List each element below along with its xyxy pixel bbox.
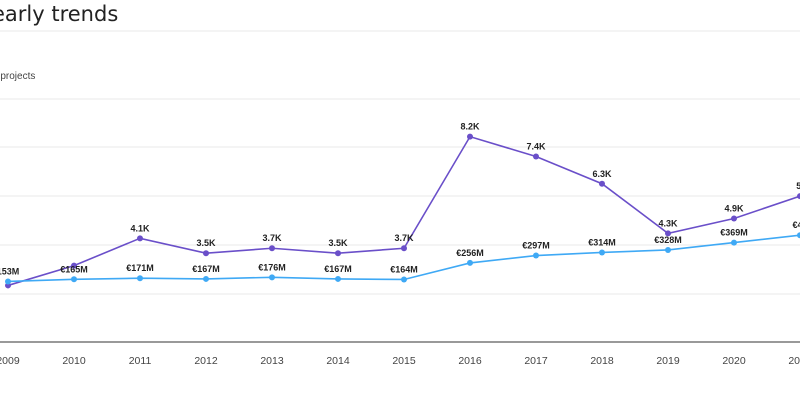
x-tick-label: 2015: [392, 355, 416, 367]
series-1-point: [269, 274, 275, 281]
data-label: €167M: [324, 264, 352, 274]
data-label: 3.5K: [196, 238, 216, 248]
series-0-point: [137, 235, 143, 242]
x-tick-label: 2012: [194, 355, 218, 367]
series-1-point: [797, 232, 800, 239]
series-1-point: [533, 252, 539, 259]
series-0-point: [335, 250, 341, 257]
data-label: 6.3K: [592, 169, 612, 179]
x-tick-label: 2016: [458, 355, 482, 367]
data-label: 3.5K: [328, 238, 348, 248]
x-tick-label: 2013: [260, 355, 284, 367]
series-0-point: [401, 245, 407, 252]
x-tick-label: 2017: [524, 355, 548, 367]
x-tick-label: 2020: [722, 355, 746, 367]
data-label: €167M: [192, 264, 220, 274]
data-label: €41: [792, 220, 800, 230]
series-1-point: [731, 239, 737, 246]
series-1-point: [335, 275, 341, 282]
data-label: €176M: [258, 262, 286, 272]
x-tick-label: 2010: [62, 355, 86, 367]
series-0-point: [269, 245, 275, 252]
data-label: 153M: [0, 266, 19, 276]
data-label: €328M: [654, 235, 682, 245]
data-label: 8.2K: [460, 122, 480, 132]
series-0-point: [599, 180, 605, 187]
series-1-point: [467, 259, 473, 266]
series-1-point: [5, 278, 11, 285]
series-0-point: [467, 133, 473, 140]
data-label: 4.9K: [724, 203, 744, 213]
series-0-point: [203, 250, 209, 257]
data-label: €297M: [522, 241, 550, 251]
x-tick-label: 2018: [590, 355, 614, 367]
series-0-point: [665, 230, 671, 237]
series-1-point: [401, 276, 407, 283]
x-tick-label: 2011: [129, 355, 152, 367]
series-0-point: [533, 153, 539, 160]
series-1-point: [71, 276, 77, 283]
x-tick-label: 2014: [326, 355, 350, 367]
data-label: €164M: [390, 264, 418, 274]
y-axis-label: e projects: [0, 71, 36, 82]
series-1-point: [137, 275, 143, 282]
data-label: 5.: [796, 181, 800, 191]
x-tick-label: 2019: [656, 355, 680, 367]
series-1-point: [665, 246, 671, 253]
data-label: €369M: [720, 228, 748, 238]
series-1-point: [599, 249, 605, 256]
series-1-point: [203, 275, 209, 282]
data-label: €314M: [588, 237, 616, 247]
data-label: 3.7K: [394, 233, 414, 243]
data-label: €165M: [60, 264, 88, 274]
x-tick-label: 2021: [788, 355, 800, 367]
data-label: 4.3K: [658, 218, 678, 228]
data-label: 4.1K: [130, 223, 150, 233]
data-label: 3.7K: [262, 233, 282, 243]
chart-title: early trends: [0, 2, 119, 26]
series-0-point: [797, 193, 800, 200]
data-label: 7.4K: [526, 141, 546, 151]
series-0-point: [71, 262, 77, 269]
x-tick-label: 2009: [0, 355, 20, 367]
data-label: €256M: [456, 248, 484, 258]
series-0-point: [731, 215, 737, 222]
data-label: €171M: [126, 263, 154, 273]
